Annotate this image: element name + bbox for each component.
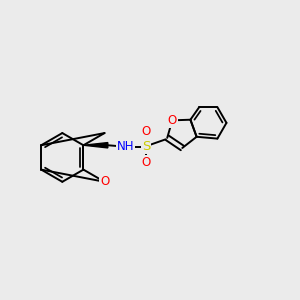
Text: S: S [142, 140, 150, 153]
Text: O: O [141, 125, 151, 138]
Text: NH: NH [117, 140, 134, 153]
Text: O: O [168, 114, 177, 127]
Polygon shape [83, 142, 108, 148]
Text: O: O [100, 175, 109, 188]
Text: O: O [141, 156, 151, 169]
